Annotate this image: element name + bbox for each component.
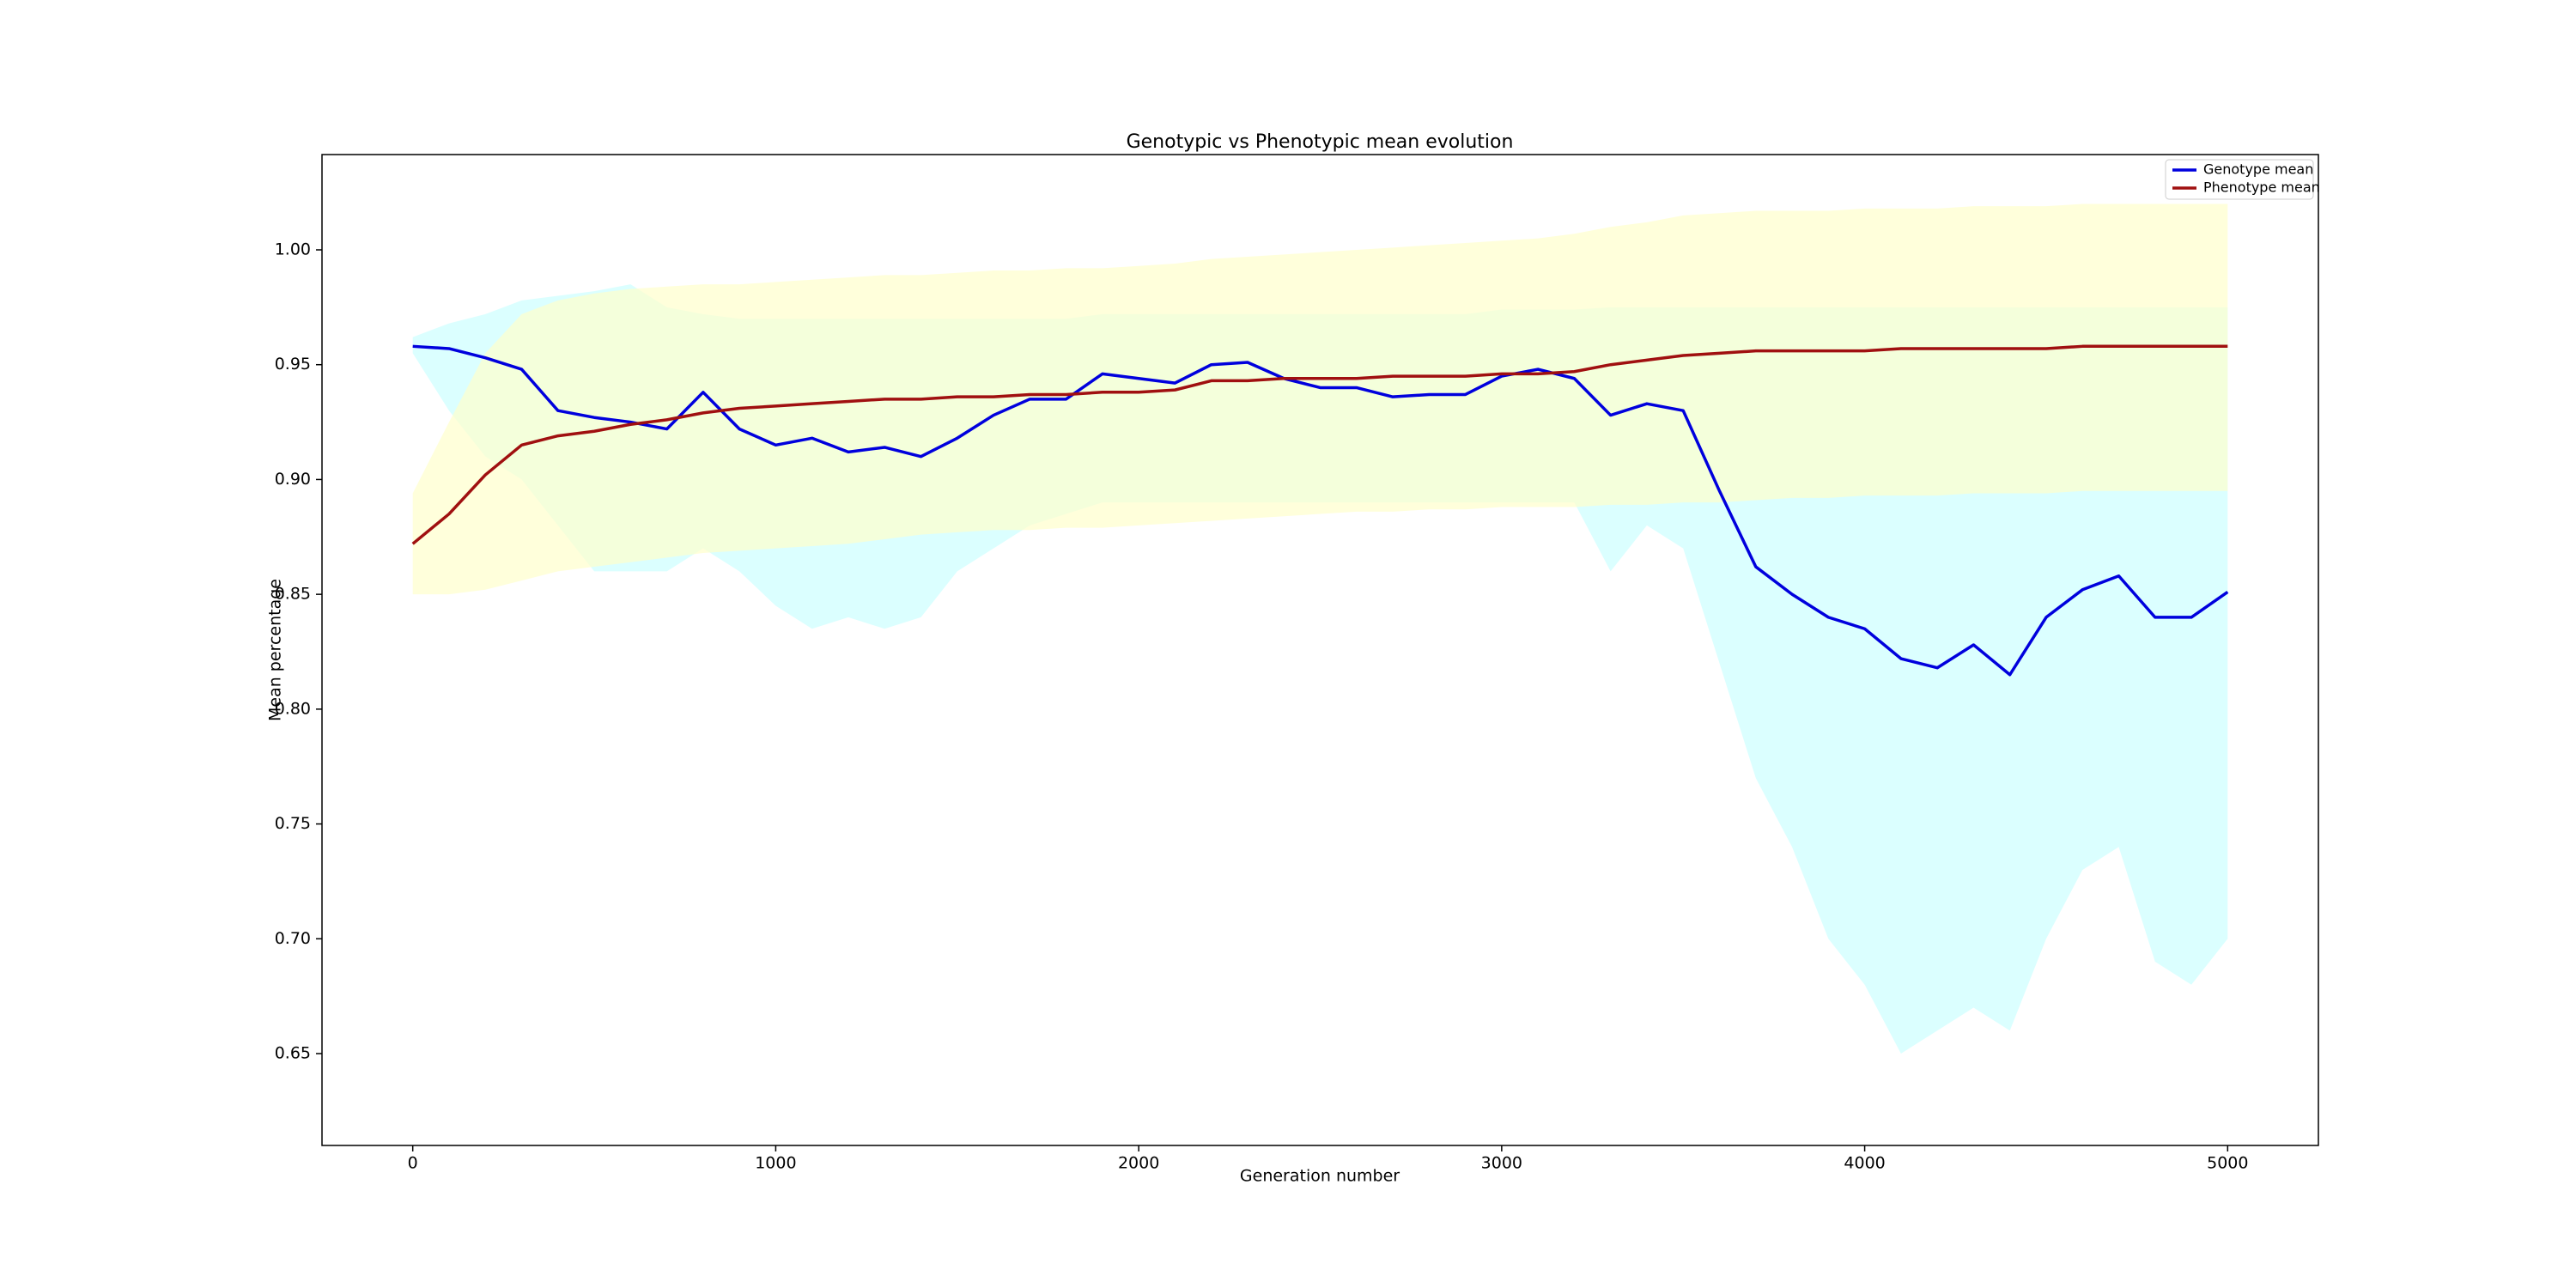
y-tick-label: 1.00 [275, 240, 311, 258]
x-tick-label: 0 [408, 1154, 418, 1173]
series-line [411, 344, 2228, 545]
y-tick-label: 0.90 [275, 470, 311, 489]
plot-frame [321, 154, 2319, 1146]
y-tick-label: 0.80 [275, 699, 311, 718]
chart-title: Genotypic vs Phenotypic mean evolution [1127, 131, 1514, 153]
y-tick-label: 0.75 [275, 814, 311, 833]
y-tick-label: 0.65 [275, 1044, 311, 1063]
legend-box [2165, 159, 2314, 200]
legend-label: Genotype mean [2203, 161, 2313, 178]
y-tick-label: 0.85 [275, 585, 311, 604]
legend-label: Phenotype mean [2203, 179, 2320, 196]
x-tick-label: 3000 [1481, 1154, 1522, 1173]
y-axis-label: Mean percentage [266, 579, 285, 721]
y-tick-label: 0.70 [275, 929, 311, 948]
series-line [412, 344, 2229, 677]
x-tick-label: 5000 [2207, 1154, 2248, 1173]
x-tick-label: 2000 [1118, 1154, 1159, 1173]
x-tick-label: 4000 [1844, 1154, 1885, 1173]
y-tick-label: 0.95 [275, 355, 311, 374]
x-axis-label: Generation number [1240, 1167, 1400, 1186]
x-tick-label: 1000 [755, 1154, 796, 1173]
std-band [412, 204, 2228, 595]
